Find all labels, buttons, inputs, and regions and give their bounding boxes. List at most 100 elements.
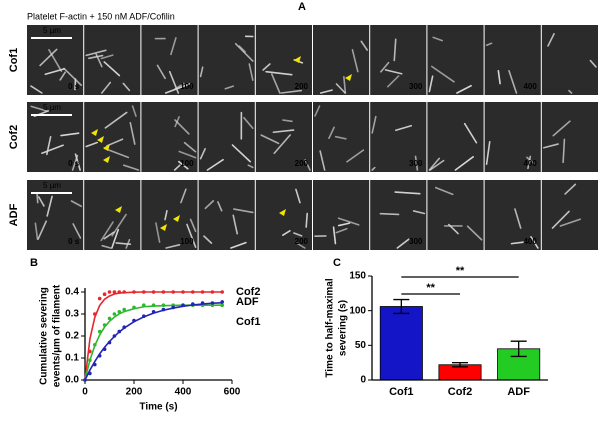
- y-axis-label: Cumulative severing: [39, 287, 50, 385]
- filament: [508, 69, 518, 94]
- filament: [387, 75, 400, 88]
- arrowhead: [91, 129, 98, 136]
- filament: [85, 49, 107, 57]
- filament: [295, 188, 301, 204]
- scale-bar-label: 5 µm: [43, 26, 61, 35]
- y-tick-label: 100: [349, 305, 366, 316]
- time-label: 300: [409, 82, 423, 91]
- filament: [37, 220, 48, 240]
- fit-line: [84, 301, 223, 381]
- filament: [272, 129, 295, 134]
- filament: [552, 120, 571, 137]
- filament: [230, 241, 247, 249]
- filament: [186, 223, 197, 248]
- filament: [48, 48, 63, 72]
- filament: [293, 232, 303, 237]
- filament: [103, 231, 115, 240]
- x-axis-label: Time (s): [139, 402, 177, 413]
- time-label: 400: [523, 237, 537, 246]
- micrograph-tile: [370, 25, 427, 95]
- filament: [514, 208, 522, 229]
- micrograph-tile: [255, 25, 312, 95]
- micrograph-tile: [541, 25, 598, 95]
- arrowhead: [160, 224, 167, 231]
- filament: [371, 115, 377, 134]
- filament: [335, 83, 346, 94]
- filament: [189, 218, 197, 233]
- data-point: [112, 334, 117, 338]
- data-point: [142, 303, 146, 308]
- y-tick-label: 0.0: [65, 375, 79, 386]
- significance-label: **: [426, 282, 435, 294]
- data-point: [112, 290, 117, 294]
- data-point: [200, 290, 205, 294]
- panel-label: B: [30, 257, 38, 269]
- time-label: 200: [295, 237, 309, 246]
- row-label: Cof2: [8, 125, 20, 149]
- filament: [429, 159, 445, 171]
- y-tick-label: 150: [349, 271, 366, 282]
- micrograph-tile: [313, 25, 370, 95]
- filament: [394, 191, 421, 195]
- data-point: [220, 300, 224, 304]
- filament: [156, 64, 166, 80]
- filament: [174, 119, 190, 135]
- data-point: [88, 371, 92, 376]
- filament: [177, 160, 189, 170]
- micrograph-tile: [313, 180, 370, 250]
- filament: [551, 210, 570, 229]
- data-point: [102, 323, 107, 327]
- filament: [497, 70, 501, 85]
- filament: [384, 69, 403, 75]
- filament: [485, 42, 493, 47]
- filament: [103, 61, 121, 77]
- filament: [115, 242, 132, 246]
- filament: [111, 228, 120, 249]
- data-point: [117, 329, 122, 334]
- filament: [270, 73, 281, 94]
- y-axis-label: severing (s): [338, 300, 349, 356]
- filament: [346, 149, 365, 163]
- filament: [431, 65, 455, 83]
- micrograph-tile: [541, 102, 598, 172]
- filament: [542, 143, 559, 149]
- filament: [282, 119, 293, 123]
- y-tick-label: 0: [360, 375, 366, 386]
- data-point: [112, 312, 117, 316]
- filament: [463, 122, 478, 144]
- filament: [343, 76, 347, 94]
- data-point: [220, 290, 224, 294]
- filament: [70, 200, 82, 208]
- data-point: [117, 290, 122, 294]
- x-tick-label: 400: [175, 387, 192, 398]
- data-point: [132, 318, 136, 323]
- filament: [232, 214, 239, 235]
- filament: [248, 63, 254, 81]
- y-tick-label: 0.2: [65, 331, 79, 342]
- filament: [395, 124, 413, 132]
- filament: [337, 222, 351, 227]
- data-point: [122, 325, 126, 330]
- filament: [36, 192, 39, 204]
- data-point: [191, 290, 195, 294]
- filament: [71, 154, 79, 171]
- filament: [510, 241, 526, 245]
- filament: [60, 132, 80, 137]
- filament: [412, 210, 426, 215]
- filament: [260, 134, 280, 145]
- data-point: [210, 290, 215, 294]
- fit-line: [84, 304, 223, 381]
- filament: [485, 141, 491, 165]
- data-point: [220, 303, 224, 308]
- filament: [203, 235, 213, 244]
- filament: [262, 63, 271, 71]
- filament: [183, 141, 197, 153]
- filament: [85, 141, 99, 148]
- data-point: [117, 310, 122, 314]
- filament: [380, 61, 390, 73]
- filament: [243, 116, 254, 130]
- time-label: 300: [409, 237, 423, 246]
- arrowhead: [115, 206, 122, 213]
- panel-title: Platelet F-actin + 150 nM ADF/Cofilin: [27, 11, 175, 21]
